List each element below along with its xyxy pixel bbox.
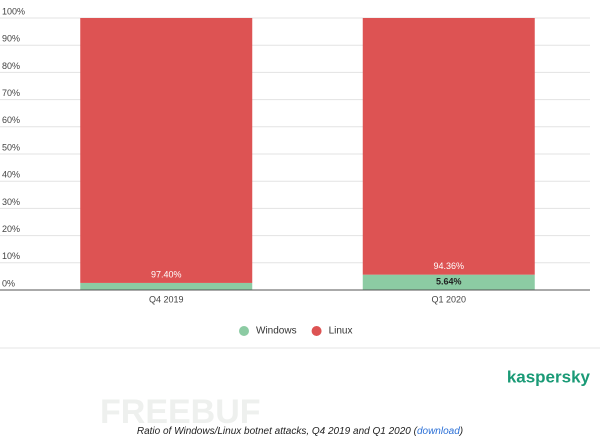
- bar-segment: [362, 274, 535, 290]
- legend-label: Linux: [329, 326, 353, 337]
- y-tick-label: 80%: [2, 61, 20, 71]
- caption-text: Ratio of Windows/Linux botnet attacks, Q…: [137, 426, 419, 437]
- x-tick-label: Q1 2020: [431, 294, 466, 304]
- y-tick-label: 20%: [2, 224, 20, 234]
- bar-segment: [362, 18, 535, 275]
- download-link[interactable]: download: [417, 426, 460, 437]
- x-tick-label: Q4 2019: [149, 294, 184, 304]
- value-label: 97.40%: [151, 269, 182, 279]
- value-label: 94.36%: [433, 261, 464, 271]
- value-label: 5.64%: [436, 277, 462, 287]
- y-tick-label: 10%: [2, 251, 20, 261]
- y-tick-label: 0%: [2, 278, 15, 288]
- caption: Ratio of Windows/Linux botnet attacks, Q…: [137, 426, 463, 437]
- y-tick-label: 60%: [2, 115, 20, 125]
- caption-end: ): [459, 426, 463, 437]
- y-tick-label: 70%: [2, 88, 20, 98]
- y-tick-label: 90%: [2, 34, 20, 44]
- watermark: FREEBUF: [100, 393, 261, 431]
- y-tick-label: 50%: [2, 142, 20, 152]
- legend-marker: [311, 326, 322, 336]
- legend-label: Windows: [256, 326, 297, 337]
- brand-logo: kaspersky: [507, 367, 591, 386]
- legend-marker: [239, 326, 249, 336]
- bar-segment: [80, 282, 253, 290]
- y-tick-label: 100%: [2, 6, 25, 16]
- y-tick-label: 40%: [2, 170, 20, 180]
- y-tick-label: 30%: [2, 197, 20, 207]
- bar-segment: [80, 18, 253, 283]
